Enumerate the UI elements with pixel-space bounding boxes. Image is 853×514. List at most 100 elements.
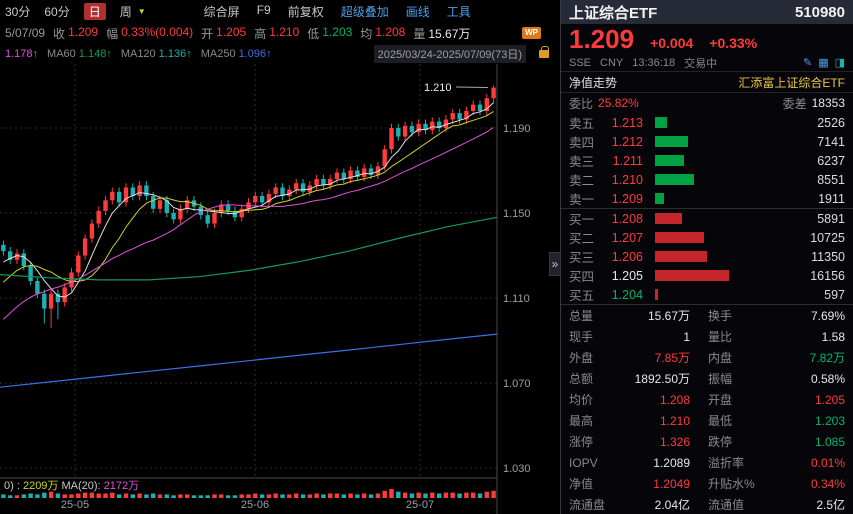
svg-text:1.210: 1.210 [424, 82, 452, 94]
svg-text:25-05: 25-05 [61, 499, 89, 511]
period-tab-30分[interactable]: 30分 [5, 4, 31, 19]
chart-pane: 30分 60分日周 ▼ 综合屏 F9 前复权 超级叠加 画线 工具 5/07/09 收 1.2… [0, 0, 560, 514]
svg-text:1.110: 1.110 [503, 293, 530, 305]
depth-bar [655, 251, 707, 262]
svg-text:25-06: 25-06 [241, 499, 269, 511]
svg-text:1.070: 1.070 [503, 378, 531, 390]
period-tab-周[interactable]: 周 [119, 4, 132, 19]
stat-row-总额: 总额 1892.50万 振幅 0.58% [569, 371, 845, 387]
orderbook-row-买五[interactable]: 买五 1.204 597 [569, 287, 845, 304]
ma-value: MA120 1.136↑ [120, 48, 192, 60]
depth-bar [655, 232, 704, 243]
orderbook-row-卖一[interactable]: 卖一 1.209 1911 [569, 191, 845, 208]
menu-item-工具[interactable]: 工具 [446, 4, 471, 19]
stat-row-IOPV: IOPV 1.2089 溢折率 0.01% [569, 455, 845, 471]
period-tab-60分[interactable]: 60分 [44, 4, 70, 19]
menu-item-超级叠加[interactable]: 超级叠加 [340, 4, 389, 19]
orderbook-row-卖三[interactable]: 卖三 1.211 6237 [569, 153, 845, 170]
security-name: 上证综合ETF [569, 4, 658, 22]
commission-ratio-row: 委比 25.82% 委差 18353 [561, 93, 853, 113]
weibi-value: 25.82% [598, 96, 639, 110]
menu-item-画线[interactable]: 画线 [405, 4, 430, 19]
wp-badge[interactable]: WP [522, 27, 541, 39]
last-price: 1.209 [569, 24, 635, 54]
chart-toolbar: 30分 60分日周 ▼ 综合屏 F9 前复权 超级叠加 画线 工具 [0, 0, 560, 22]
weicha-value: 18353 [811, 96, 845, 110]
stat-row-净值: 净值 1.2049 升贴水% 0.34% [569, 476, 845, 492]
quote-time: 13:36:18 [632, 56, 676, 69]
quote-field: 量 15.67万 [413, 26, 471, 41]
depth-bar [655, 270, 729, 281]
security-header: 上证综合ETF 510980 [561, 0, 853, 24]
quote-field: 幅 0.33%(0.004) [106, 24, 194, 41]
tab-nav-trend[interactable]: 净值走势 [569, 75, 618, 90]
stat-row-最高: 最高 1.210 最低 1.203 [569, 413, 845, 429]
weibi-label: 委比 [569, 96, 594, 111]
quote-field: 均 1.208 [360, 24, 406, 41]
orderbook-row-卖二[interactable]: 卖二 1.210 8551 [569, 172, 845, 189]
menu-item-F9[interactable]: F9 [256, 2, 271, 17]
svg-text:0) : 2209万 MA(20): 2172万: 0) : 2209万 MA(20): 2172万 [4, 480, 139, 492]
ma-value: MA60 1.148↑ [47, 48, 112, 60]
board-icon[interactable]: ▦ [818, 57, 829, 69]
depth-bar [655, 289, 658, 300]
exchange-label: SSE [569, 56, 592, 69]
depth-bar [655, 117, 667, 128]
price-change: +0.004 [650, 35, 694, 51]
candlestick-chart-area[interactable]: 1.190 1.150 1.110 1.070 1.030 25-05 25-06 25-07… [0, 64, 560, 514]
period-dropdown-icon[interactable]: ▼ [137, 6, 146, 16]
stat-row-总量: 总量 15.67万 换手 7.69% [569, 308, 845, 324]
quote-panel: » 上证综合ETF 510980 1.209 +0.004 +0.33% SSE… [549, 0, 853, 514]
depth-bar [655, 155, 684, 166]
collapse-panel-button[interactable]: » [549, 252, 561, 276]
stat-row-外盘: 外盘 7.85万 内盘 7.82万 [569, 351, 845, 365]
edit-icon[interactable]: ✎ [802, 57, 813, 69]
trading-status: 交易中 [684, 57, 718, 70]
info-icons: ✎ ▦ ◨ [803, 56, 845, 69]
depth-bar [655, 174, 694, 185]
lock-icon[interactable] [539, 46, 549, 58]
stat-row-均价: 均价 1.208 开盘 1.205 [569, 392, 845, 408]
weicha-label: 委差 [782, 96, 807, 111]
quote-fields: 收 1.209 幅 0.33%(0.004) 开 1.205 高 1.210 低 1.203 均 1.… [53, 25, 470, 42]
quote-field: 开 1.205 [201, 24, 247, 41]
quote-field: 低 1.203 [307, 24, 353, 41]
stat-row-流通盘: 流通盘 2.04亿 流通值 2.5亿 [569, 498, 845, 512]
candlestick-chart[interactable]: 1.190 1.150 1.110 1.070 1.030 25-05 25-06 25-07… [0, 64, 560, 514]
period-group: 30分 60分日周 [5, 2, 132, 20]
security-code: 510980 [794, 3, 845, 21]
menu-item-前复权[interactable]: 前复权 [287, 4, 324, 19]
depth-bar [655, 193, 664, 204]
stat-row-涨停: 涨停 1.326 跌停 1.085 [569, 434, 845, 450]
ma-value: 1.178↑ [5, 48, 39, 60]
quote-field: 收 1.209 [53, 24, 99, 41]
orderbook-row-买三[interactable]: 买三 1.206 11350 [569, 249, 845, 266]
ask-orderbook: 卖五 1.213 2526 卖四 1.212 7141 卖三 1.211 6237 卖二 1.210… [561, 113, 853, 208]
quote-field: 高 1.210 [254, 24, 300, 41]
bid-orderbook: 买一 1.208 5891 买二 1.207 10725 买三 1.206 11350 买四 1.2… [561, 209, 853, 304]
stat-row-现手: 现手 1 量比 1.58 [569, 329, 845, 345]
quote-date: 5/07/09 [5, 26, 46, 40]
period-tab-日[interactable]: 日 [83, 2, 106, 20]
fund-name-link[interactable]: 汇添富上证综合ETF [738, 75, 845, 90]
quote-bar: 5/07/09 收 1.209 幅 0.33%(0.004) 开 1.205 高 1.210 低… [0, 22, 560, 44]
svg-text:1.190: 1.190 [503, 123, 531, 135]
split-view-icon[interactable]: ◨ [834, 57, 845, 69]
svg-text:1.030: 1.030 [503, 463, 531, 475]
stats-grid: 总量 15.67万 换手 7.69% 现手 1 量比 1.58 外盘 7.85万 内盘 7.82万 总额… [561, 304, 853, 514]
svg-text:1.150: 1.150 [503, 208, 531, 220]
orderbook-row-买二[interactable]: 买二 1.207 10725 [569, 230, 845, 247]
orderbook-row-卖四[interactable]: 卖四 1.212 7141 [569, 134, 845, 151]
panel-tab-row: 净值走势 汇添富上证综合ETF [561, 71, 853, 93]
orderbook-divider [561, 208, 853, 209]
market-info-row: SSE CNY 13:36:18 交易中 ✎ ▦ ◨ [561, 54, 853, 71]
orderbook-row-买四[interactable]: 买四 1.205 16156 [569, 268, 845, 285]
orderbook-row-卖五[interactable]: 卖五 1.213 2526 [569, 115, 845, 132]
currency-label: CNY [600, 56, 624, 69]
orderbook-row-买一[interactable]: 买一 1.208 5891 [569, 211, 845, 228]
price-change-pct: +0.33% [709, 35, 758, 51]
price-block: 1.209 +0.004 +0.33% [561, 24, 853, 54]
menu-item-综合屏[interactable]: 综合屏 [203, 4, 240, 19]
depth-bar [655, 213, 682, 224]
